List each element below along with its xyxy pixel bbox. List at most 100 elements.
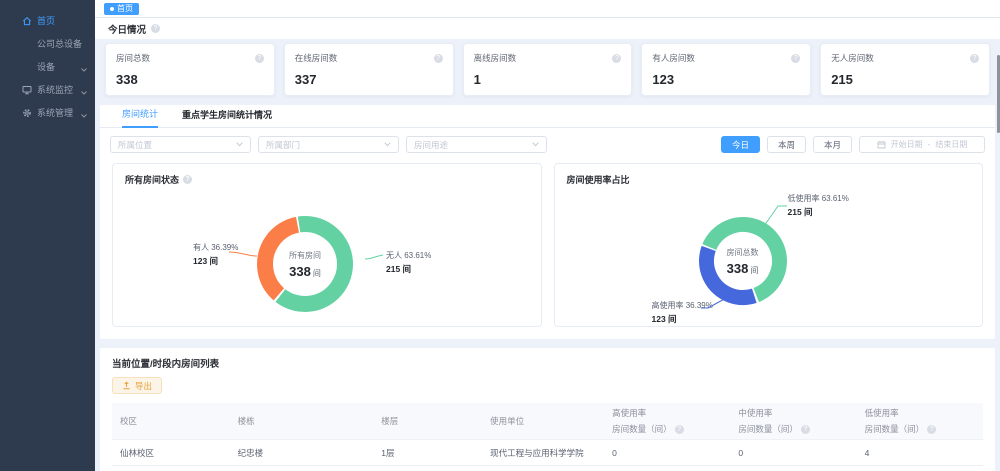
room-list-table: 校区 楼栋 楼层 使用单位 高使用率 房间数量（间）? 中使用率 房间数量（间）… xyxy=(112,403,983,471)
question-circle-icon[interactable]: ? xyxy=(800,424,810,434)
question-circle-icon[interactable]: ? xyxy=(433,53,443,63)
stats-tabs: 房间统计 重点学生房间统计情况 xyxy=(100,105,995,128)
monitor-icon xyxy=(21,85,32,95)
question-circle-icon[interactable]: ? xyxy=(612,53,622,63)
today-title: 今日情况 xyxy=(108,24,147,36)
filter-row: 所属位置 所属部门 房间用途 今日 本周 本月 xyxy=(100,128,995,157)
chart-title-row: 房间使用率占比 xyxy=(567,173,630,186)
stat-label: 房间总数 xyxy=(116,53,151,63)
calendar-icon xyxy=(877,141,886,149)
stat-label: 无人房间数 xyxy=(831,53,874,63)
date-end-placeholder: 结束日期 xyxy=(935,140,968,149)
tab-home-label: 首页 xyxy=(117,4,133,13)
col-floor: 楼层 xyxy=(373,403,483,440)
stat-value: 1 xyxy=(473,72,481,87)
question-circle-icon[interactable]: ? xyxy=(183,175,193,184)
question-circle-icon[interactable]: ? xyxy=(151,24,161,33)
table-row: 仙林校区 纪忠楼 1层 现代工程与应用科学学院 0 0 4 xyxy=(112,439,983,466)
main-area: 首页 今日情况 ? 房间总数? 338 在线房间数? 337 离线房间数? xyxy=(95,0,1000,471)
col-unit: 使用单位 xyxy=(482,403,605,440)
sidebar-item-label: 设备 xyxy=(37,62,56,72)
stat-card-online-rooms: 在线房间数? 337 xyxy=(283,43,454,96)
room-status-chart-card: 所有房间状态 ? 所有房间 338 间 有人 36.39% 123 间 xyxy=(112,163,542,327)
leader-line xyxy=(700,296,728,309)
sidebar-item-system-monitor[interactable]: 系统监控 xyxy=(0,78,95,101)
col-low-usage: 低使用率 房间数量（间）? xyxy=(856,403,983,440)
col-high-usage: 高使用率 房间数量（间）? xyxy=(604,403,731,440)
today-range-button[interactable]: 今日 xyxy=(720,136,760,153)
sidebar-item-label: 首页 xyxy=(37,16,56,26)
table-header-row: 校区 楼栋 楼层 使用单位 高使用率 房间数量（间）? 中使用率 房间数量（间）… xyxy=(112,403,983,440)
question-circle-icon[interactable]: ? xyxy=(254,53,264,63)
tab-home[interactable]: 首页 xyxy=(104,2,139,15)
chevron-down-icon xyxy=(81,110,87,120)
topbar: 首页 xyxy=(95,0,1000,18)
week-range-button[interactable]: 本周 xyxy=(766,136,806,153)
question-circle-icon[interactable]: ? xyxy=(927,424,937,434)
col-campus: 校区 xyxy=(112,403,230,440)
usage-rate-chart-card: 房间使用率占比 房间总数 338 间 低使用率 63.61% 215 间 xyxy=(553,163,983,327)
sidebar: 首页 公司总设备 设备 系统监控 系统管理 xyxy=(0,0,95,471)
chevron-down-icon xyxy=(236,142,243,147)
today-section-header: 今日情况 ? xyxy=(95,18,1000,39)
select-placeholder: 房间用途 xyxy=(414,139,449,150)
leader-line xyxy=(228,251,258,257)
donut-slice-无人 xyxy=(257,216,353,312)
stat-card-occupied-rooms: 有人房间数? 123 xyxy=(641,43,812,96)
chart-title-row: 所有房间状态 ? xyxy=(125,173,193,186)
low-usage-slice-label: 低使用率 63.61% 215 间 xyxy=(787,194,849,217)
date-separator: - xyxy=(927,140,931,149)
table-row: 仙林校区 纪忠楼 1层 计算机学院 6 0 11 xyxy=(112,465,983,471)
usage-rate-donut-chart[interactable] xyxy=(697,215,789,307)
tab-key-students-statistics[interactable]: 重点学生房间统计情况 xyxy=(182,110,273,120)
chart-title: 房间使用率占比 xyxy=(566,175,630,185)
date-start-placeholder: 开始日期 xyxy=(890,140,923,149)
home-icon xyxy=(21,16,32,26)
department-select[interactable]: 所属部门 xyxy=(258,136,399,153)
col-building: 楼栋 xyxy=(229,403,374,440)
stat-label: 离线房间数 xyxy=(473,53,517,63)
select-placeholder: 所属部门 xyxy=(266,139,301,150)
date-range-picker[interactable]: 开始日期 - 结束日期 xyxy=(859,136,985,153)
stat-value: 215 xyxy=(831,72,853,87)
sidebar-item-system-admin[interactable]: 系统管理 xyxy=(0,101,95,124)
stat-card-empty-rooms: 无人房间数? 215 xyxy=(820,43,990,96)
sidebar-item-devices[interactable]: 设备 xyxy=(0,55,95,78)
export-icon xyxy=(123,381,130,390)
sidebar-item-label: 系统管理 xyxy=(37,108,74,118)
chevron-down-icon xyxy=(81,64,87,74)
vertical-scrollbar[interactable] xyxy=(997,55,1000,133)
question-circle-icon[interactable]: ? xyxy=(791,53,801,63)
donut-slice-高使用率 xyxy=(698,217,787,305)
stat-value: 123 xyxy=(652,72,675,87)
sidebar-item-label: 系统监控 xyxy=(37,85,74,95)
charts-row: 所有房间状态 ? 所有房间 338 间 有人 36.39% 123 间 xyxy=(100,157,995,339)
high-usage-slice-label: 高使用率 36.39% 123 间 xyxy=(651,301,713,324)
question-circle-icon[interactable]: ? xyxy=(969,53,979,63)
sidebar-item-label: 公司总设备 xyxy=(37,39,83,49)
location-select[interactable]: 所属位置 xyxy=(110,136,251,153)
donut-slice-低使用率 xyxy=(698,217,787,305)
sidebar-item-company-devices[interactable]: 公司总设备 xyxy=(0,32,95,55)
gear-icon xyxy=(21,108,32,118)
month-range-button[interactable]: 本月 xyxy=(812,136,852,153)
chevron-down-icon xyxy=(384,142,391,147)
stat-value: 337 xyxy=(294,72,317,87)
stat-card-total-rooms: 房间总数? 338 xyxy=(105,43,275,96)
room-statistics-panel: 房间统计 重点学生房间统计情况 所属位置 所属部门 房间用途 xyxy=(100,105,995,339)
room-purpose-select[interactable]: 房间用途 xyxy=(406,136,547,153)
occupied-slice-label: 有人 36.39% 123 间 xyxy=(193,243,239,266)
export-button[interactable]: 导出 xyxy=(112,377,163,394)
room-status-donut-chart[interactable] xyxy=(255,214,355,314)
question-circle-icon[interactable]: ? xyxy=(674,424,684,434)
sidebar-item-home[interactable]: 首页 xyxy=(0,9,95,32)
tab-room-statistics[interactable]: 房间统计 xyxy=(122,107,159,128)
chevron-down-icon xyxy=(532,142,539,147)
room-list-title: 当前位置/时段内房间列表 xyxy=(112,359,220,370)
leader-line xyxy=(364,254,384,260)
stat-cards-row: 房间总数? 338 在线房间数? 337 离线房间数? 1 有人房间数? 123… xyxy=(100,39,995,96)
stat-value: 338 xyxy=(116,72,138,87)
chevron-down-icon xyxy=(81,87,87,97)
room-list-panel: 当前位置/时段内房间列表 导出 校区 楼栋 楼层 xyxy=(100,348,995,471)
